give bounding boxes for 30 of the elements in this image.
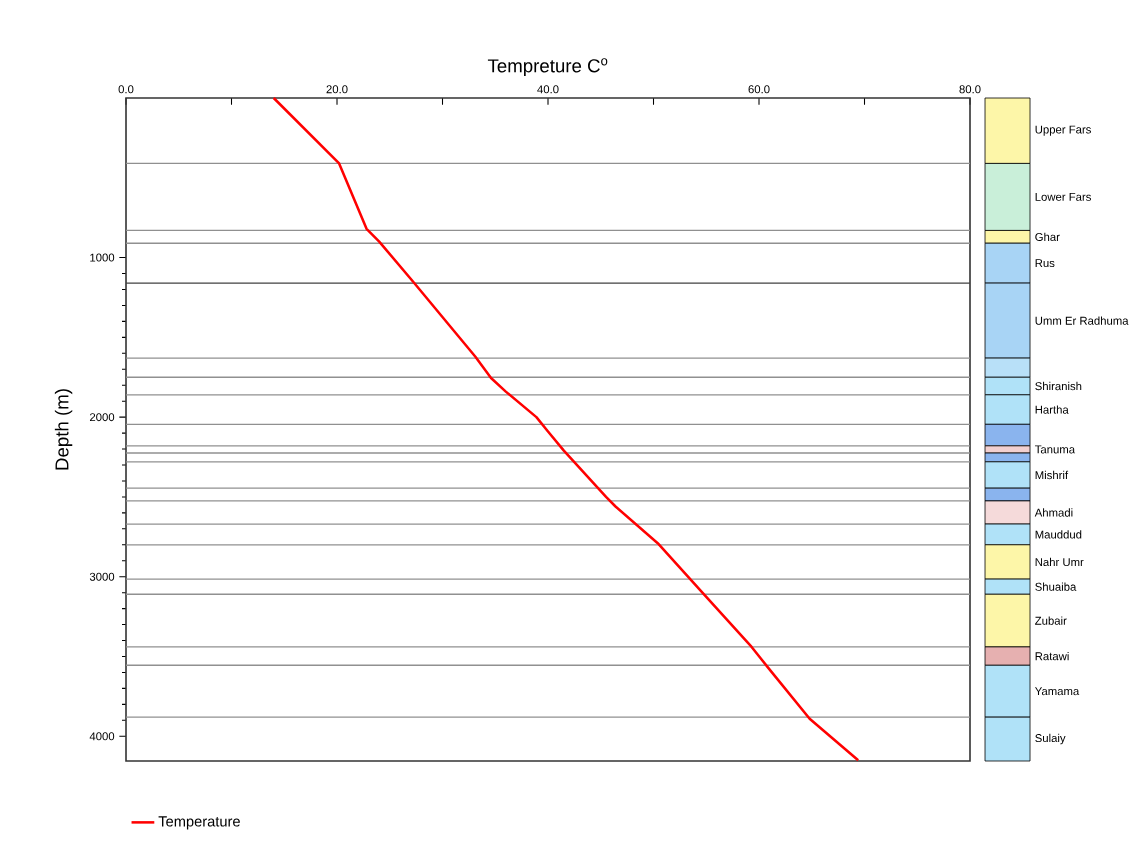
y-tick-label: 1000 <box>90 253 115 262</box>
x-tick-label: 0.0 <box>118 85 134 94</box>
series-label: Shuaiba <box>1035 582 1077 591</box>
y-tick-label: 3000 <box>89 572 115 581</box>
legend-label: Temperature <box>158 816 240 830</box>
series-label: Sulaiy <box>1035 733 1066 745</box>
series-label: Rus <box>1035 259 1055 268</box>
line-series <box>272 96 860 762</box>
series-label: Lower Fars <box>1035 192 1091 201</box>
series-label: Umm Er Radhuma <box>1035 316 1129 325</box>
series-label: Zubair <box>1035 616 1067 625</box>
x-axis-title: Tempreture C$^{o}$ <box>487 58 608 77</box>
series-label: Ghar <box>1035 232 1060 241</box>
series-label: Upper Fars <box>1035 125 1091 136</box>
x-tick-label: 40.0 <box>537 85 559 94</box>
series-label: Ratawi <box>1035 651 1069 661</box>
x-tick-label: 20.0 <box>326 85 348 94</box>
series-label: Mishrif <box>1035 470 1069 480</box>
series-label: Tanuma <box>1034 445 1076 454</box>
series-label: Shiranish <box>1035 381 1082 391</box>
series-label: Mauddud <box>1035 530 1082 539</box>
x-tick-label: 60.0 <box>748 85 770 94</box>
x-tick-label: 80.0 <box>959 85 981 94</box>
y-tick-label: 2000 <box>89 413 115 422</box>
y-tick-label: 4000 <box>89 732 115 741</box>
series-label: Nahr Umr <box>1035 557 1084 567</box>
series-label: Hartha <box>1035 405 1069 414</box>
series-label: Yamama <box>1034 687 1080 696</box>
y-axis-title: Depth (m) <box>54 389 73 470</box>
series-label: Ahmadi <box>1034 508 1073 517</box>
